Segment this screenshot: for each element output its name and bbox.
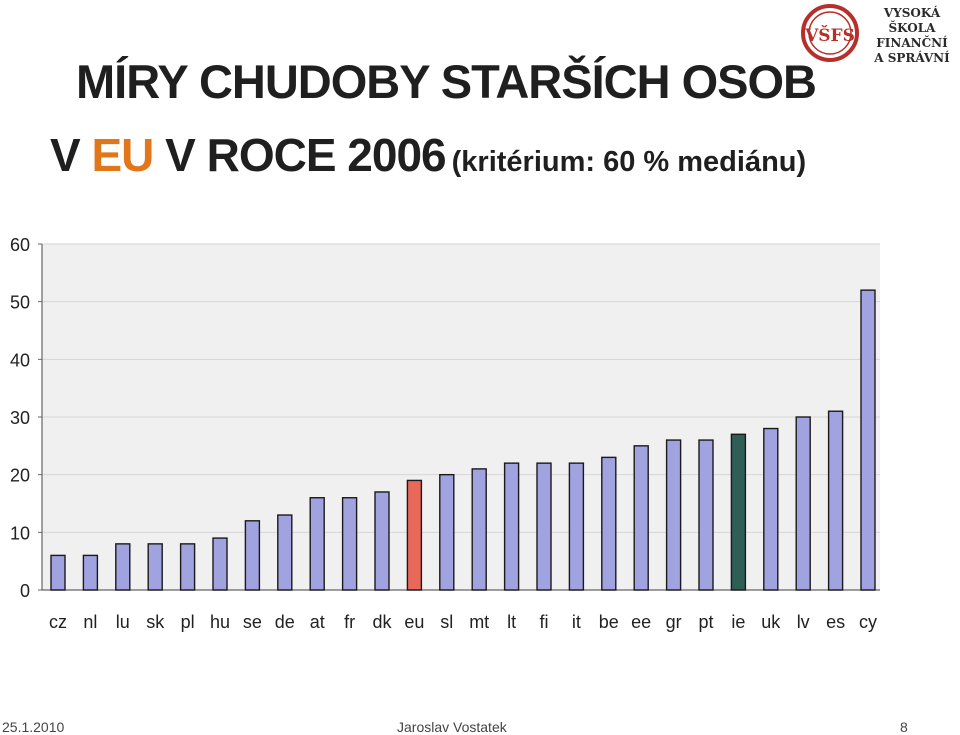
logo-text: VYSOKÁ ŠKOLA FINANČNÍ A SPRÁVNÍ bbox=[864, 6, 960, 66]
y-tick-label: 60 bbox=[10, 235, 30, 255]
x-tick-label-hu: hu bbox=[210, 612, 230, 632]
x-tick-label-ie: ie bbox=[731, 612, 745, 632]
x-tick-label-nl: nl bbox=[83, 612, 97, 632]
x-tick-label-mt: mt bbox=[469, 612, 489, 632]
x-tick-label-ee: ee bbox=[631, 612, 651, 632]
x-tick-label-fr: fr bbox=[344, 612, 355, 632]
bar-sl bbox=[439, 473, 455, 591]
title-suffix: V ROCE 2006 bbox=[153, 129, 447, 181]
title-prefix: V bbox=[50, 129, 92, 181]
x-tick-label-cz: cz bbox=[49, 612, 67, 632]
x-tick-label-eu: eu bbox=[404, 612, 424, 632]
bar-uk bbox=[763, 427, 779, 591]
bar-dk bbox=[374, 491, 390, 591]
x-tick-label-lv: lv bbox=[797, 612, 810, 632]
bar-de bbox=[277, 514, 293, 591]
school-logo: VŠFS bbox=[801, 4, 859, 62]
x-tick-label-dk: dk bbox=[372, 612, 392, 632]
x-tick-label-cy: cy bbox=[859, 612, 877, 632]
title-subtitle: (kritérium: 60 % mediánu) bbox=[451, 146, 807, 178]
bar-es bbox=[827, 410, 844, 591]
title-line-2: V EU V ROCE 2006 (kritérium: 60 % mediánu… bbox=[50, 128, 806, 182]
x-tick-label-lt: lt bbox=[507, 612, 516, 632]
y-tick-label: 0 bbox=[20, 581, 30, 601]
x-tick-label-se: se bbox=[243, 612, 262, 632]
logo-line-2: FINANČNÍ bbox=[876, 36, 948, 50]
x-tick-label-it: it bbox=[572, 612, 581, 632]
title-line-1: MÍRY CHUDOBY STARŠÍCH OSOB bbox=[76, 55, 817, 108]
bar-cz bbox=[50, 554, 66, 591]
bar-ie bbox=[730, 433, 747, 591]
y-tick-label: 10 bbox=[10, 523, 30, 543]
bar-pl bbox=[179, 543, 196, 591]
x-tick-label-de: de bbox=[275, 612, 295, 632]
bar-ee bbox=[633, 445, 649, 591]
bar-sk bbox=[147, 543, 163, 591]
bar-cy bbox=[860, 289, 876, 591]
logo-monogram: VŠFS bbox=[804, 25, 855, 46]
bar-fr bbox=[341, 497, 358, 591]
x-tick-label-at: at bbox=[310, 612, 325, 632]
bar-eu bbox=[406, 479, 423, 591]
logo-ring-icon bbox=[801, 4, 859, 62]
bar-be bbox=[601, 456, 617, 591]
footer-date: 25.1.2010 bbox=[2, 719, 65, 735]
bar-pt bbox=[698, 439, 714, 591]
y-tick-label: 40 bbox=[10, 350, 30, 370]
x-tick-label-uk: uk bbox=[761, 612, 781, 632]
x-tick-label-sl: sl bbox=[440, 612, 453, 632]
y-tick-label: 20 bbox=[10, 466, 30, 486]
bar-lv bbox=[795, 416, 811, 591]
x-tick-label-gr: gr bbox=[666, 612, 682, 632]
x-tick-label-be: be bbox=[599, 612, 619, 632]
bar-at bbox=[309, 497, 325, 591]
footer-author: Jaroslav Vostatek bbox=[397, 719, 507, 735]
bar-nl bbox=[82, 554, 99, 591]
title-eu-highlight: EU bbox=[91, 129, 154, 181]
x-tick-label-fi: fi bbox=[540, 612, 549, 632]
bar-fi bbox=[536, 462, 552, 591]
x-tick-label-es: es bbox=[826, 612, 845, 632]
bar-mt bbox=[471, 468, 487, 591]
x-tick-label-pt: pt bbox=[698, 612, 713, 632]
bar-lt bbox=[503, 462, 520, 591]
bar-hu bbox=[212, 537, 228, 591]
bar-chart: 0 10 20 30 40 50 60 cz nl lu sk pl hu se de at fr dk eu sl m… bbox=[10, 235, 880, 632]
y-tick-label: 50 bbox=[10, 293, 30, 313]
x-tick-label-sk: sk bbox=[146, 612, 165, 632]
logo-line-1: VYSOKÁ ŠKOLA bbox=[883, 6, 941, 35]
y-tick-label: 30 bbox=[10, 408, 30, 428]
bar-se bbox=[244, 520, 261, 591]
logo-line-3: A SPRÁVNÍ bbox=[874, 51, 950, 65]
bar-it bbox=[568, 462, 585, 591]
x-tick-label-pl: pl bbox=[181, 612, 195, 632]
bar-gr bbox=[665, 439, 682, 591]
x-tick-label-lu: lu bbox=[116, 612, 130, 632]
footer-page-number: 8 bbox=[900, 719, 908, 735]
bar-lu bbox=[115, 543, 131, 591]
